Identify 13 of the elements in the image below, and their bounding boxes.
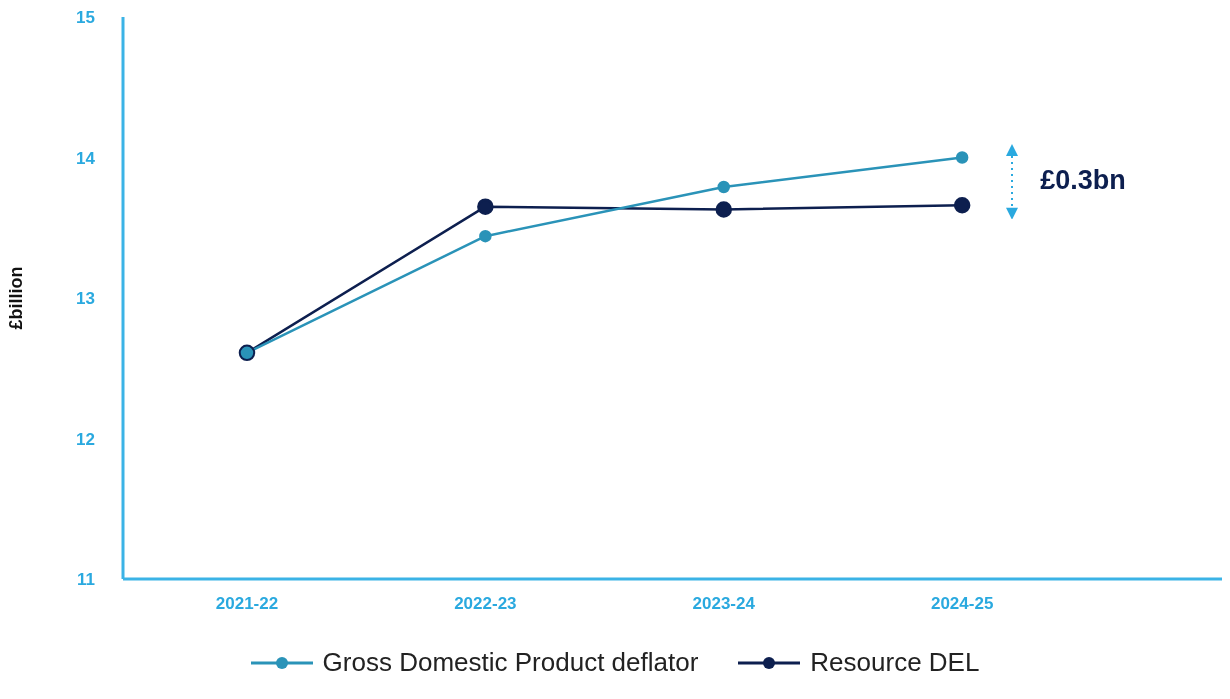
y-tick-label: 12: [76, 429, 95, 449]
annotation: £0.3bn: [1040, 165, 1126, 197]
y-tick-label: 15: [76, 8, 95, 28]
y-tick-label: 14: [76, 148, 96, 168]
y-axis-title: £billion: [6, 266, 27, 330]
x-tick-label: 2021-22: [215, 594, 279, 614]
legend-label: Resource DEL: [810, 647, 980, 678]
legend-label: Gross Domestic Product deflator: [322, 647, 699, 678]
x-tick-label: 2023-24: [692, 594, 756, 614]
y-tick-label: 11: [77, 570, 95, 590]
x-tick-label: 2024-25: [930, 594, 994, 614]
x-tick-label: 2022-23: [454, 594, 517, 614]
y-tick-label: 13: [76, 289, 95, 309]
